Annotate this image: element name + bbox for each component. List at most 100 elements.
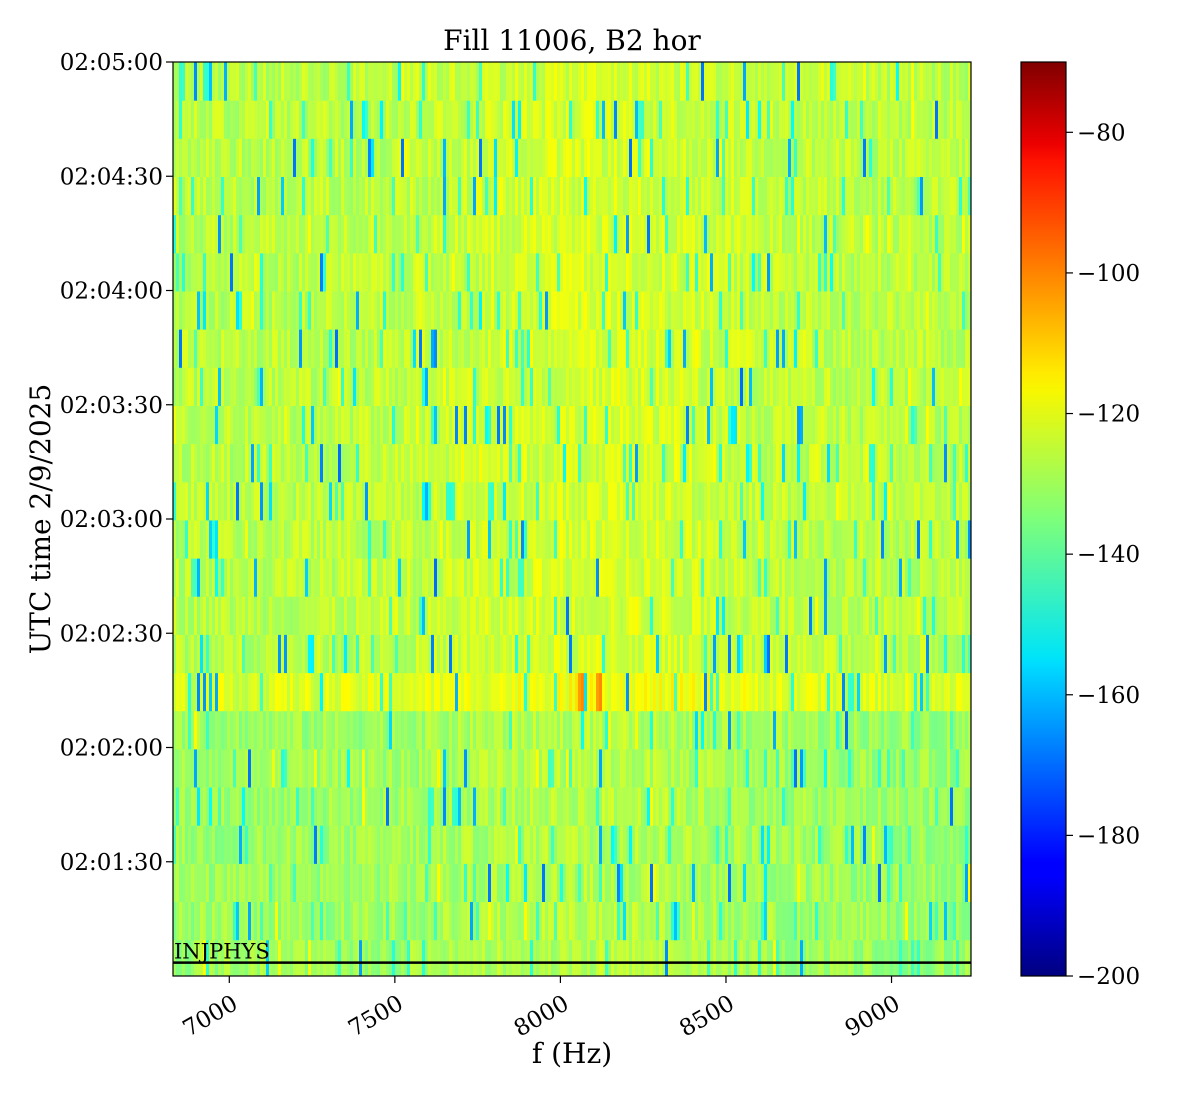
heatmap-cell [335, 443, 339, 483]
heatmap-cell [863, 367, 867, 406]
heatmap-cell [743, 558, 747, 597]
heatmap-cell [683, 939, 687, 976]
heatmap-cell [836, 672, 840, 712]
heatmap-cell [959, 405, 963, 445]
heatmap-cell [599, 252, 603, 292]
heatmap-cell [752, 443, 756, 483]
heatmap-cell [746, 520, 750, 559]
heatmap-cell [350, 252, 354, 292]
heatmap-cell [692, 291, 696, 330]
heatmap-cell [500, 291, 504, 330]
heatmap-cell [644, 443, 648, 483]
heatmap-cell [488, 672, 492, 712]
heatmap-cell [662, 748, 666, 788]
heatmap-cell [869, 596, 873, 635]
heatmap-cell [659, 481, 663, 521]
heatmap-cell [185, 901, 189, 941]
heatmap-cell [812, 634, 816, 674]
heatmap-cell [788, 481, 792, 521]
heatmap-cell [431, 367, 435, 406]
heatmap-cell [653, 443, 657, 483]
heatmap-cell [896, 787, 900, 826]
heatmap-cell [659, 367, 663, 406]
heatmap-cell [767, 405, 771, 445]
heatmap-cell [833, 634, 837, 674]
heatmap-cell [215, 520, 219, 559]
heatmap-cell [413, 252, 417, 292]
heatmap-cell [581, 291, 585, 330]
heatmap-cell [761, 329, 765, 368]
heatmap-cell [353, 329, 357, 368]
heatmap-cell [497, 520, 501, 559]
heatmap-cell [215, 481, 219, 521]
heatmap-cell [464, 329, 468, 368]
heatmap-cell [380, 520, 384, 559]
heatmap-cell [347, 443, 351, 483]
heatmap-cell [803, 710, 807, 750]
heatmap-cell [617, 901, 621, 941]
heatmap-cell [635, 443, 639, 483]
heatmap-cell [932, 367, 936, 406]
heatmap-cell [563, 481, 567, 521]
heatmap-cell [953, 329, 957, 368]
heatmap-cell [494, 291, 498, 330]
heatmap-cell [452, 367, 456, 406]
heatmap-cell [515, 252, 519, 292]
heatmap-cell [806, 672, 810, 712]
heatmap-cell [929, 634, 933, 674]
heatmap-cell [557, 596, 561, 635]
heatmap-cell [428, 825, 432, 864]
heatmap-cell [254, 863, 258, 902]
heatmap-cell [722, 634, 726, 674]
heatmap-cell [794, 443, 798, 483]
heatmap-cell [380, 558, 384, 597]
heatmap-cell [314, 291, 318, 330]
heatmap-cell [506, 672, 510, 712]
heatmap-cell [950, 901, 954, 941]
heatmap-cell [188, 787, 192, 826]
heatmap-cell [671, 710, 675, 750]
heatmap-cell [314, 252, 318, 292]
heatmap-cell [221, 787, 225, 826]
heatmap-cell [827, 787, 831, 826]
heatmap-cell [320, 825, 324, 864]
heatmap-cell [305, 481, 309, 521]
heatmap-cell [632, 291, 636, 330]
heatmap-cell [563, 863, 567, 902]
heatmap-cell [809, 481, 813, 521]
heatmap-cell [779, 252, 783, 292]
heatmap-cell [215, 901, 219, 941]
heatmap-cell [863, 634, 867, 674]
heatmap-cell [797, 748, 801, 788]
heatmap-cell [554, 710, 558, 750]
heatmap-cell [731, 291, 735, 330]
heatmap-cell [173, 863, 177, 902]
heatmap-cell [362, 901, 366, 941]
heatmap-cell [878, 291, 882, 330]
heatmap-cell [836, 825, 840, 864]
heatmap-cell [920, 672, 924, 712]
heatmap-cell [239, 443, 243, 483]
heatmap-cell [593, 672, 597, 712]
heatmap-cell [650, 520, 654, 559]
heatmap-cell [524, 710, 528, 750]
heatmap-cell [302, 825, 306, 864]
heatmap-cell [212, 443, 216, 483]
heatmap-cell [419, 367, 423, 406]
heatmap-cell [650, 710, 654, 750]
heatmap-cell [818, 672, 822, 712]
heatmap-cell [332, 291, 336, 330]
heatmap-cell [911, 787, 915, 826]
heatmap-cell [299, 367, 303, 406]
heatmap-cell [584, 787, 588, 826]
heatmap-cell [899, 367, 903, 406]
heatmap-cell [788, 710, 792, 750]
heatmap-cell [242, 252, 246, 292]
heatmap-cell [659, 520, 663, 559]
heatmap-cell [932, 710, 936, 750]
heatmap-cell [632, 748, 636, 788]
heatmap-cell [290, 748, 294, 788]
heatmap-cell [530, 252, 534, 292]
heatmap-cell [938, 596, 942, 635]
heatmap-cell [830, 558, 834, 597]
